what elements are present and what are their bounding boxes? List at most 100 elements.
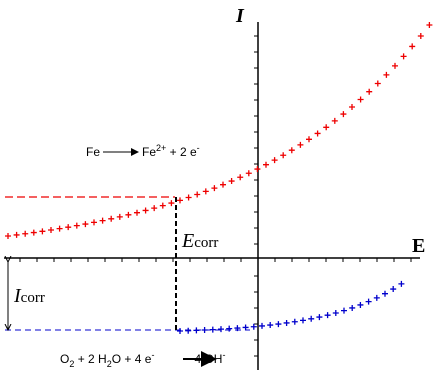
part: - (222, 350, 225, 360)
plus-marker (228, 178, 235, 185)
plus-marker (398, 280, 405, 287)
plus-marker (308, 315, 315, 322)
plus-marker (22, 230, 29, 237)
plus-marker (291, 318, 298, 325)
plus-marker (426, 22, 433, 29)
ecorr-label: Ecorr (181, 230, 218, 252)
plus-marker (324, 312, 331, 319)
part: O (60, 352, 69, 366)
plus-marker (341, 307, 347, 314)
plus-marker (211, 185, 218, 192)
part: 2 (69, 359, 74, 369)
ecorr-subscript: corr (194, 235, 218, 251)
plus-marker (13, 231, 20, 238)
curves (5, 22, 433, 334)
plus-marker (259, 322, 265, 329)
part: + 2 H (74, 352, 106, 366)
plus-marker (365, 298, 372, 305)
plus-marker (373, 294, 380, 301)
plus-marker (263, 161, 269, 168)
plus-marker (30, 229, 37, 236)
plus-marker (332, 310, 339, 317)
plus-marker (297, 141, 304, 148)
plus-marker (250, 323, 257, 330)
plus-marker (275, 321, 282, 328)
part: 2 (107, 359, 112, 369)
plus-marker (340, 111, 347, 118)
icorr-label: Icorr (13, 285, 45, 307)
plus-marker (202, 188, 209, 195)
plus-marker (390, 286, 397, 293)
plus-marker (201, 327, 208, 334)
anodic-reaction: Fe Fe2+ + 2 e- (86, 143, 200, 159)
plus-marker (56, 225, 63, 232)
part: O + 4 e (112, 352, 152, 366)
plus-marker (331, 117, 338, 124)
plus-marker (280, 152, 287, 159)
plus-marker (177, 197, 183, 204)
plus-marker (267, 322, 274, 329)
icorr-symbol: I (13, 285, 22, 307)
plus-marker (73, 222, 80, 229)
plus-marker (357, 96, 364, 103)
plus-marker (226, 325, 233, 332)
electrons: + 2 e (166, 145, 197, 159)
plus-marker (177, 328, 183, 334)
plus-marker (234, 325, 241, 332)
plus-marker (48, 227, 54, 234)
plus-marker (306, 136, 312, 143)
plus-marker (39, 228, 46, 235)
plus-marker (220, 181, 226, 188)
plus-marker (108, 215, 115, 222)
plus-marker (271, 157, 278, 164)
charge: - (197, 143, 200, 153)
plus-marker (151, 205, 158, 212)
plus-marker (314, 130, 321, 137)
plus-marker (323, 124, 330, 131)
plus-marker (209, 326, 216, 333)
product: Fe (142, 145, 156, 159)
plus-marker (288, 147, 295, 154)
plus-marker (357, 301, 364, 308)
plus-marker (168, 200, 175, 207)
plus-marker (91, 219, 97, 226)
plus-marker (392, 62, 398, 69)
plus-marker (159, 202, 166, 209)
plus-marker (194, 191, 201, 198)
plus-marker (349, 103, 355, 110)
plus-marker (242, 324, 249, 331)
plus-marker (237, 174, 244, 181)
plus-marker (300, 317, 306, 324)
plus-marker (5, 233, 11, 239)
charge: 2+ (156, 143, 166, 153)
plus-marker (254, 166, 261, 173)
plus-marker (382, 290, 388, 297)
y-axis-label: I (235, 5, 245, 27)
plus-marker (349, 304, 356, 311)
plus-marker (409, 43, 416, 50)
icorr-subscript: corr (21, 290, 45, 306)
reactant: Fe (86, 145, 100, 159)
plus-marker (185, 194, 192, 201)
plus-marker (99, 217, 106, 224)
plus-marker (82, 221, 89, 228)
plus-marker (65, 224, 72, 231)
plus-marker (400, 53, 407, 60)
ecorr-symbol: E (181, 230, 194, 252)
plus-marker (125, 211, 132, 218)
plus-marker (185, 327, 192, 334)
plus-marker (283, 319, 290, 326)
plus-marker (417, 32, 424, 39)
plus-marker (116, 213, 123, 220)
plus-marker (245, 170, 252, 177)
plus-marker (142, 207, 149, 214)
part: - (151, 350, 154, 360)
plus-marker (218, 326, 224, 333)
x-axis-label: E (412, 235, 425, 257)
plus-marker (134, 209, 140, 216)
plus-marker (366, 88, 373, 95)
plus-marker (316, 314, 323, 321)
plus-marker (374, 80, 381, 87)
